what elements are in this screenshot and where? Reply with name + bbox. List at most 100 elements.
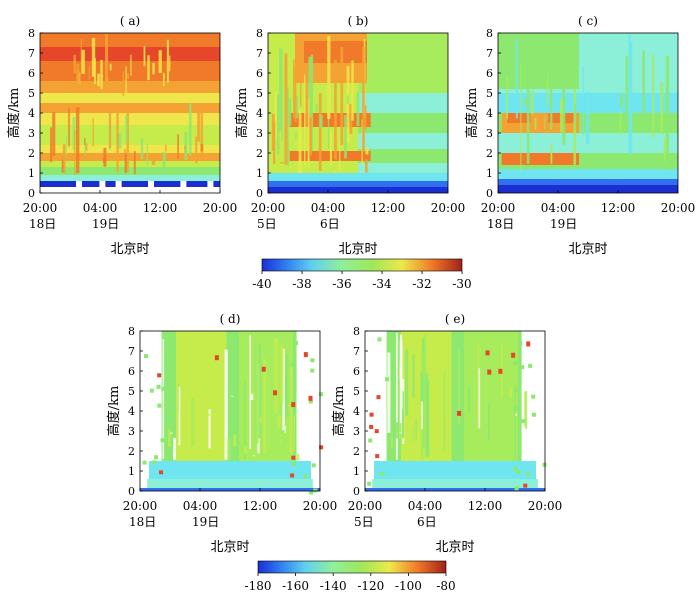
y-tick-label: 7	[353, 345, 360, 358]
x-tick-label: 12:00	[601, 201, 636, 215]
y-tick-label: 4	[28, 107, 35, 120]
x-tick-label: 20:00	[23, 201, 58, 215]
y-tick-label: 2	[128, 445, 135, 458]
y-tick-label: 7	[486, 47, 493, 60]
x-tick-label: 20:00	[123, 499, 158, 513]
y-tick-label: 0	[256, 187, 263, 200]
y-tick-label: 3	[486, 127, 493, 140]
y-tick-label: 3	[256, 127, 263, 140]
y-tick-label: 7	[256, 47, 263, 60]
y-tick-label: 6	[128, 365, 135, 378]
y-tick-label: 8	[28, 27, 35, 40]
x-tick-label: 04:00	[83, 201, 118, 215]
y-tick-label: 5	[486, 87, 493, 100]
colorbar-tick-label: -160	[282, 579, 309, 593]
y-tick-label: 2	[256, 147, 263, 160]
y-tick-label: 1	[486, 167, 493, 180]
y-tick-label: 7	[28, 47, 35, 60]
panel-label: ( b)	[348, 14, 369, 28]
x-tick-label: 12:00	[371, 201, 406, 215]
y-tick-label: 5	[28, 87, 35, 100]
y-tick-label: 0	[486, 187, 493, 200]
panel-label: ( a)	[120, 14, 140, 28]
date-label: 5日	[257, 217, 277, 231]
y-tick-label: 5	[128, 385, 135, 398]
y-tick-label: 8	[128, 325, 135, 338]
y-tick-label: 5	[353, 385, 360, 398]
colorbar-tick-label: -30	[452, 277, 471, 291]
x-tick-label: 04:00	[183, 499, 218, 513]
x-axis-label: 北京时	[435, 540, 474, 555]
x-tick-label: 20:00	[528, 499, 563, 513]
date-label: 5日	[354, 515, 374, 529]
y-axis-label: 高度/km	[106, 386, 122, 437]
y-axis-label: 高度/km	[6, 88, 22, 139]
colorbar-tick-label: -40	[252, 277, 271, 291]
y-tick-label: 6	[256, 67, 263, 80]
y-tick-label: 0	[128, 485, 135, 498]
y-tick-label: 4	[128, 405, 135, 418]
date-label: 6日	[320, 217, 340, 231]
date-label: 19日	[92, 217, 119, 231]
y-tick-label: 1	[353, 465, 360, 478]
colorbar-tick-label: -32	[412, 277, 431, 291]
y-tick-label: 5	[256, 87, 263, 100]
date-label: 19日	[192, 515, 219, 529]
y-tick-label: 4	[256, 107, 263, 120]
x-tick-label: 12:00	[468, 499, 503, 513]
date-label: 18日	[29, 217, 56, 231]
date-label: 18日	[129, 515, 156, 529]
y-tick-label: 2	[486, 147, 493, 160]
y-tick-label: 7	[128, 345, 135, 358]
colorbar-top: -40 -38 -36 -34 -32 -30	[252, 258, 472, 291]
y-tick-label: 2	[28, 147, 35, 160]
x-tick-label: 20:00	[303, 499, 338, 513]
y-axis-label: 高度/km	[464, 88, 480, 139]
y-tick-label: 1	[256, 167, 263, 180]
panel-label: ( d)	[220, 312, 241, 326]
x-tick-label: 04:00	[408, 499, 443, 513]
y-tick-label: 8	[353, 325, 360, 338]
colorbar-tick-label: -36	[332, 277, 351, 291]
colorbar-tick-label: -180	[245, 579, 272, 593]
date-label: 6日	[417, 515, 437, 529]
date-label: 19日	[550, 217, 577, 231]
y-tick-label: 6	[353, 365, 360, 378]
y-tick-label: 4	[353, 405, 360, 418]
y-tick-label: 4	[486, 107, 493, 120]
x-tick-label: 04:00	[541, 201, 576, 215]
y-axis-label: 高度/km	[331, 386, 347, 437]
colorbar-tick-label: -80	[436, 579, 455, 593]
x-tick-label: 12:00	[143, 201, 178, 215]
colorbar-tick-label: -34	[372, 277, 392, 291]
x-tick-label: 20:00	[431, 201, 466, 215]
x-axis-label: 北京时	[110, 242, 149, 257]
colorbar-bottom: -180 -160 -140 -120 -100 -80	[245, 560, 456, 593]
colorbar-tick-label: -140	[320, 579, 347, 593]
panel-label: ( e)	[445, 312, 465, 326]
colorbar-tick-label: -120	[357, 579, 384, 593]
x-tick-label: 12:00	[243, 499, 278, 513]
x-tick-label: 04:00	[311, 201, 346, 215]
y-tick-label: 8	[256, 27, 263, 40]
x-tick-label: 20:00	[661, 201, 696, 215]
y-tick-label: 1	[28, 167, 35, 180]
y-tick-label: 8	[486, 27, 493, 40]
y-tick-label: 0	[353, 485, 360, 498]
y-tick-label: 6	[28, 67, 35, 80]
y-tick-label: 3	[28, 127, 35, 140]
y-tick-label: 2	[353, 445, 360, 458]
panel-label: ( c)	[578, 14, 598, 28]
y-tick-label: 6	[486, 67, 493, 80]
y-axis-label: 高度/km	[234, 88, 250, 139]
y-tick-label: 1	[128, 465, 135, 478]
colorbar-tick-label: -100	[395, 579, 422, 593]
y-tick-label: 3	[353, 425, 360, 438]
x-tick-label: 20:00	[203, 201, 238, 215]
x-axis-label: 北京时	[338, 242, 377, 257]
